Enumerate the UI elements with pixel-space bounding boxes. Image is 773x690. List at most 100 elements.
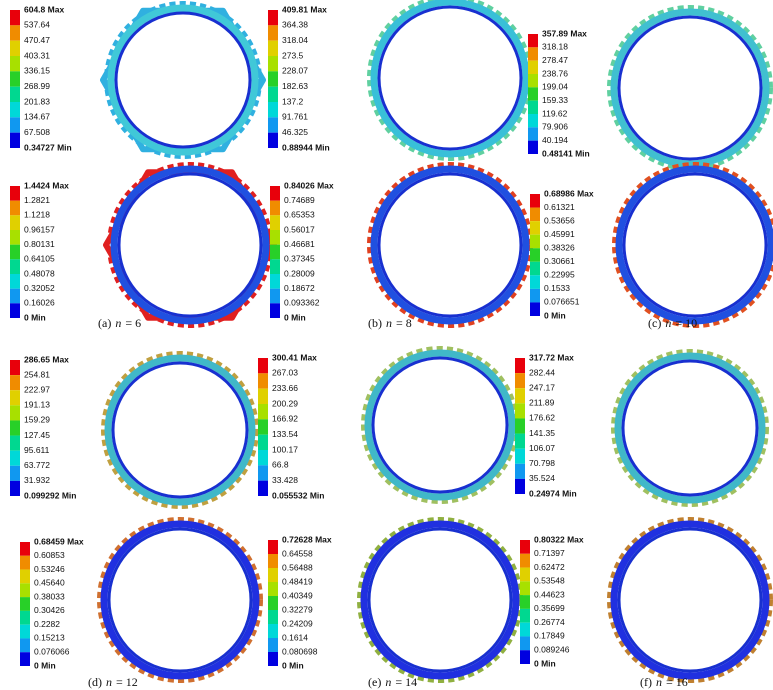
legend-swatch xyxy=(20,597,30,611)
legend-swatch xyxy=(268,652,278,666)
legend: 409.81 Max 364.38 318.04 273.5 228.07 182.63 1… xyxy=(268,4,330,152)
legend-swatch xyxy=(10,71,20,87)
caption-letter: (c) xyxy=(648,316,661,330)
legend-label: 0 Min xyxy=(282,660,304,670)
legend-swatch xyxy=(530,207,540,222)
legend-swatch xyxy=(270,259,280,274)
legend-swatch xyxy=(10,435,20,451)
caption-letter: (d) xyxy=(88,675,102,689)
legend-swatch xyxy=(520,567,530,582)
legend-swatch xyxy=(268,610,278,624)
legend-label: 33.428 xyxy=(272,475,298,485)
legend-label: 0.56488 xyxy=(282,562,313,572)
legend-swatch xyxy=(520,595,530,609)
legend-label: 318.18 xyxy=(542,42,568,52)
legend-label: 199.04 xyxy=(542,82,568,92)
legend-label: 0.076066 xyxy=(34,646,70,656)
legend-label: 0.64558 xyxy=(282,548,313,558)
legend-swatch xyxy=(258,373,268,389)
ring-inner xyxy=(377,172,523,318)
legend-label: 0.84026 Max xyxy=(284,180,334,190)
caption: (d) n = 12 xyxy=(88,675,138,689)
legend-swatch xyxy=(20,624,30,639)
legend-label: 211.89 xyxy=(529,398,555,408)
legend-swatch xyxy=(10,390,20,406)
legend-label: 0.32052 xyxy=(24,283,55,293)
legend-label: 0.71397 xyxy=(534,548,565,558)
legend-label: 159.33 xyxy=(542,95,568,105)
legend-label: 201.83 xyxy=(24,96,50,106)
caption-variable: n xyxy=(386,316,392,330)
ring-inner xyxy=(371,356,509,494)
legend-swatch xyxy=(10,25,20,41)
legend-label: 63.772 xyxy=(24,460,50,470)
caption-value: = 6 xyxy=(125,316,141,330)
legend-label: 238.76 xyxy=(542,68,568,78)
legend-swatch xyxy=(520,636,530,651)
legend-swatch xyxy=(20,583,30,598)
legend-label: 1.1218 xyxy=(24,210,50,220)
legend-label: 191.13 xyxy=(24,400,50,410)
legend-label: 0.88944 Min xyxy=(282,142,330,152)
legend-swatch xyxy=(270,303,280,318)
legend: 604.8 Max 537.64 470.47 403.31 336.15 268.99 2… xyxy=(10,4,72,152)
legend-label: 228.07 xyxy=(282,66,308,76)
legend-label: 0.080698 xyxy=(282,646,318,656)
legend: 0.68459 Max 0.60853 0.53246 0.45640 0.38033 0… xyxy=(20,536,84,670)
legend-label: 0.35699 xyxy=(534,603,565,613)
legend-label: 0.1614 xyxy=(282,632,308,642)
legend-swatch xyxy=(530,234,540,249)
legend-swatch xyxy=(528,60,538,74)
legend-swatch xyxy=(528,100,538,114)
legend: 0.84026 Max 0.74689 0.65353 0.56017 0.46681 0… xyxy=(270,180,334,322)
legend-swatch xyxy=(10,186,20,201)
legend-label: 0.80322 Max xyxy=(534,534,584,544)
legend-label: 46.325 xyxy=(282,127,308,137)
legend-label: 0 Min xyxy=(534,658,556,668)
legend-label: 166.92 xyxy=(272,414,298,424)
legend-label: 0.68459 Max xyxy=(34,536,84,546)
legend-label: 0.099292 Min xyxy=(24,490,76,500)
legend-label: 0.53246 xyxy=(34,564,65,574)
legend-label: 0.26774 xyxy=(534,617,565,627)
legend-label: 273.5 xyxy=(282,50,304,60)
legend-label: 0.076651 xyxy=(544,297,580,307)
ring-band xyxy=(610,520,770,680)
legend-swatch xyxy=(520,553,530,568)
legend-label: 137.2 xyxy=(282,96,304,106)
legend-swatch xyxy=(270,215,280,230)
legend-label: 537.64 xyxy=(24,20,50,30)
legend-swatch xyxy=(268,132,278,148)
legend-swatch xyxy=(10,117,20,133)
legend-label: 233.66 xyxy=(272,383,298,393)
legend-swatch xyxy=(268,638,278,652)
legend-swatch xyxy=(10,259,20,274)
legend-swatch xyxy=(10,360,20,376)
legend-label: 470.47 xyxy=(24,35,50,45)
ring-band xyxy=(610,8,770,168)
legend-swatch xyxy=(268,554,278,568)
legend-label: 0.22995 xyxy=(544,270,575,280)
legend: 0.68986 Max 0.61321 0.53656 0.45991 0.38326 0… xyxy=(530,188,594,320)
legend-label: 0.96157 xyxy=(24,224,55,234)
legend-label: 268.99 xyxy=(24,81,50,91)
legend-swatch xyxy=(10,86,20,102)
legend-swatch xyxy=(10,132,20,148)
caption-letter: (e) xyxy=(368,675,381,689)
legend-swatch xyxy=(515,388,525,404)
legend-label: 100.17 xyxy=(272,444,298,454)
legend: 0.80322 Max 0.71397 0.62472 0.53548 0.44623 0… xyxy=(520,534,584,668)
legend-label: 1.2821 xyxy=(24,195,50,205)
legend-swatch xyxy=(10,56,20,72)
legend-label: 127.45 xyxy=(24,430,50,440)
legend-swatch xyxy=(520,540,530,554)
legend-swatch xyxy=(530,248,540,262)
legend-label: 0.30426 xyxy=(34,605,65,615)
legend-label: 0.48141 Min xyxy=(542,148,590,158)
legend-swatch xyxy=(270,186,280,201)
legend-swatch xyxy=(270,288,280,304)
legend-swatch xyxy=(268,540,278,554)
legend: 286.65 Max 254.81 222.97 191.13 159.29 127.45… xyxy=(10,354,76,500)
legend-swatch xyxy=(10,375,20,391)
legend-label: 604.8 Max xyxy=(24,4,64,14)
